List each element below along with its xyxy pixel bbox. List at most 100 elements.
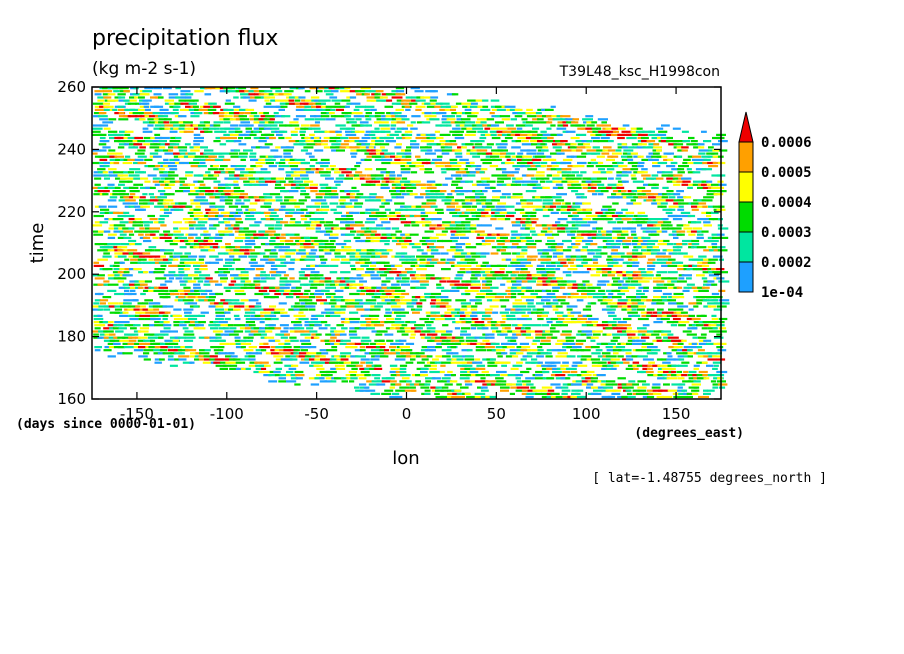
precip-cell [686, 333, 697, 336]
precip-cell [602, 364, 611, 367]
precip-cell [349, 258, 359, 261]
precip-cell [501, 314, 510, 317]
precip-cell [484, 346, 495, 349]
precip-cell [318, 243, 326, 246]
precip-cell [527, 258, 537, 261]
precip-cell [670, 161, 678, 165]
precip-cell [712, 218, 721, 221]
precip-cell [470, 380, 479, 383]
precip-cell [626, 255, 637, 258]
precip-cell [545, 180, 555, 183]
precip-cell [330, 208, 337, 211]
precip-cell [697, 218, 707, 221]
precip-cell [375, 252, 382, 255]
precip-cell [97, 249, 108, 252]
precip-cell [160, 249, 166, 252]
precip-cell [118, 183, 125, 186]
precip-cell [415, 380, 421, 383]
precip-cell [661, 364, 673, 367]
precip-cell [606, 186, 613, 189]
precip-cell [701, 286, 710, 289]
precip-cell [710, 380, 716, 383]
precip-cell [471, 305, 478, 308]
precip-cell [431, 249, 439, 252]
precip-cell [305, 211, 312, 214]
precip-cell [696, 374, 707, 377]
precip-cell [671, 227, 682, 230]
precip-cell [551, 165, 559, 168]
precip-cell [632, 361, 640, 364]
precip-cell [426, 277, 433, 280]
precip-cell [225, 261, 231, 264]
precip-cell [470, 252, 477, 255]
precip-cell [429, 261, 440, 264]
precip-cell [470, 374, 479, 377]
precip-cell [646, 308, 655, 311]
precip-cell [150, 317, 161, 321]
precip-cell [97, 186, 108, 189]
precip-cell [677, 268, 685, 271]
precip-cell [666, 177, 675, 180]
precip-cell [279, 236, 286, 239]
precip-cell [693, 367, 699, 370]
precip-cell [435, 277, 446, 280]
precip-cell [462, 174, 469, 177]
precip-cell [323, 302, 330, 305]
precip-cell [581, 377, 589, 380]
precip-cell [506, 174, 515, 177]
precip-cell [314, 377, 324, 380]
precip-cell [248, 333, 256, 336]
precip-cell [526, 158, 538, 161]
precip-cell [600, 190, 609, 193]
precip-cell [535, 333, 547, 336]
precip-cell [245, 214, 255, 218]
precip-cell [128, 174, 140, 177]
precip-cell [249, 202, 258, 205]
precip-cell [345, 280, 356, 283]
precip-cell [424, 296, 433, 299]
precip-cell [381, 221, 391, 224]
precip-cell [376, 214, 385, 218]
precip-cell [395, 230, 402, 233]
precip-cell [203, 230, 209, 233]
precip-cell [178, 202, 187, 205]
precip-cell [506, 346, 515, 349]
precip-cell [522, 274, 531, 277]
precip-cell [155, 255, 161, 258]
precip-cell [521, 346, 531, 349]
precip-cell [224, 330, 236, 333]
precip-cell [180, 346, 189, 349]
precip-cell [541, 314, 548, 317]
precip-cell [666, 249, 676, 252]
precip-cell [320, 211, 328, 214]
precip-cell [349, 196, 359, 199]
precip-cell [712, 255, 723, 258]
precip-cell [452, 239, 458, 243]
precip-cell [522, 214, 530, 218]
precip-cell [480, 252, 490, 255]
precip-cell [218, 186, 229, 189]
precip-cell [572, 214, 579, 218]
precip-cell [329, 339, 336, 342]
precip-cell [376, 183, 383, 186]
precip-cell [521, 258, 533, 261]
precip-cell [420, 193, 430, 196]
precip-cell [300, 190, 306, 193]
precip-cell [189, 314, 200, 317]
precip-cell [703, 339, 712, 342]
precip-cell [268, 208, 276, 211]
precip-cell [436, 155, 443, 158]
precip-cell [197, 280, 204, 283]
precip-cell [561, 227, 568, 230]
precip-cell [419, 258, 426, 261]
precip-cell [109, 327, 115, 330]
precip-cell [677, 389, 686, 392]
precip-cell [550, 280, 559, 283]
precip-cell [611, 289, 618, 292]
precip-cell [203, 355, 215, 358]
precip-cell [560, 367, 571, 370]
precip-cell [243, 349, 254, 352]
precip-cell [113, 277, 122, 280]
precip-cell [617, 330, 626, 333]
precip-cell [595, 190, 604, 193]
